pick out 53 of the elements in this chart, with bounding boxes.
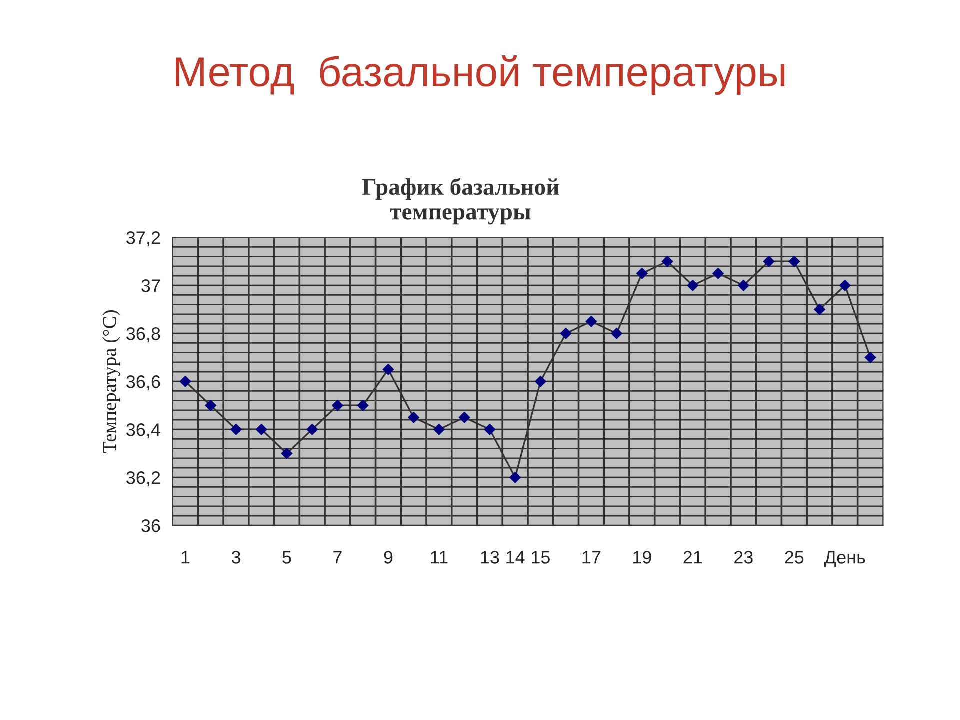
point [560, 328, 572, 340]
point [306, 424, 318, 436]
point [180, 376, 192, 388]
y-tick-label: 36,6 [126, 376, 160, 390]
point [840, 280, 851, 292]
y-tick-label: 36,2 [126, 472, 160, 486]
x-tick-label: 19 [634, 551, 652, 564]
point [205, 400, 216, 412]
point [408, 412, 420, 424]
y-tick-label: 36,4 [126, 424, 160, 438]
point [510, 472, 521, 484]
point [788, 256, 800, 268]
y-axis-title: Температура (°C) [102, 310, 120, 454]
y-tick-label: 36,8 [126, 328, 160, 342]
y-tick-label: 37,2 [126, 232, 160, 246]
x-tick-label: 5 [282, 551, 292, 564]
point [434, 424, 445, 436]
point [332, 400, 344, 412]
x-tick-label: 3 [232, 551, 240, 564]
point [256, 424, 268, 436]
y-tick-label: 36 [142, 520, 160, 532]
point [712, 268, 724, 280]
point [281, 448, 293, 460]
point [357, 400, 369, 412]
point [738, 280, 750, 292]
point [611, 328, 622, 340]
chart-subtitle: График базальной температуры [362, 178, 560, 225]
point [864, 352, 876, 364]
x-tick-label: 13 [481, 551, 500, 564]
point [763, 256, 775, 268]
x-tick-label: 9 [384, 551, 393, 564]
point [662, 256, 674, 268]
point [458, 412, 470, 424]
x-tick-label: 11 [431, 551, 448, 564]
x-tick-label: 17 [582, 551, 601, 564]
point [484, 424, 496, 436]
point [382, 364, 394, 376]
point [814, 304, 826, 316]
x-tick-label: 25 [785, 551, 804, 564]
point [586, 316, 598, 328]
chart-title: Метод базальной температуры [176, 55, 785, 96]
point [687, 280, 699, 292]
x-tick-label: 14 [506, 551, 525, 564]
point [230, 424, 242, 436]
x-tick-label: 1 [182, 551, 190, 564]
x-tick-label: 23 [734, 551, 753, 564]
point [636, 268, 648, 280]
x-tick-label: День [824, 551, 866, 568]
x-tick-label: 21 [684, 551, 702, 564]
point [535, 376, 546, 388]
y-tick-label: 37 [142, 280, 160, 292]
x-tick-label: 7 [334, 551, 342, 564]
x-tick-label: 15 [532, 551, 550, 564]
